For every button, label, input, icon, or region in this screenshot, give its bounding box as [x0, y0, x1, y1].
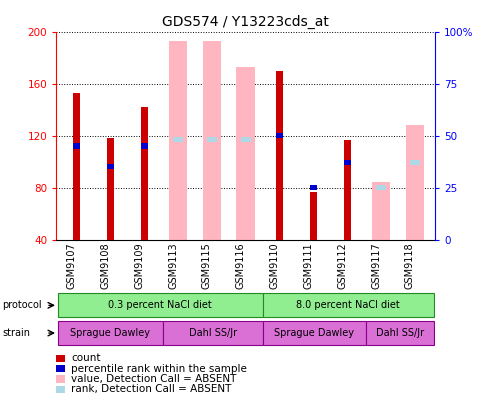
- Text: 0.3 percent NaCl diet: 0.3 percent NaCl diet: [108, 300, 212, 310]
- Text: GSM9107: GSM9107: [66, 242, 77, 289]
- Bar: [309, 192, 316, 240]
- Text: GSM9112: GSM9112: [337, 242, 346, 289]
- Text: strain: strain: [2, 328, 30, 338]
- Text: rank, Detection Call = ABSENT: rank, Detection Call = ABSENT: [71, 384, 231, 394]
- Text: GSM9111: GSM9111: [303, 242, 313, 289]
- Bar: [206, 137, 217, 143]
- Bar: [168, 41, 187, 240]
- Text: Sprague Dawley: Sprague Dawley: [70, 328, 150, 338]
- Text: GSM9113: GSM9113: [168, 242, 178, 289]
- Text: GSM9110: GSM9110: [269, 242, 279, 289]
- Text: percentile rank within the sample: percentile rank within the sample: [71, 364, 246, 374]
- Text: GSM9118: GSM9118: [404, 242, 414, 289]
- Text: value, Detection Call = ABSENT: value, Detection Call = ABSENT: [71, 374, 236, 384]
- Bar: [106, 138, 114, 240]
- Text: GSM9116: GSM9116: [235, 242, 245, 289]
- Text: Dahl SS/Jr: Dahl SS/Jr: [188, 328, 236, 338]
- Text: 8.0 percent NaCl diet: 8.0 percent NaCl diet: [296, 300, 399, 310]
- Bar: [58, 321, 163, 345]
- Bar: [236, 67, 255, 240]
- Bar: [240, 137, 250, 143]
- Text: GSM9109: GSM9109: [134, 242, 144, 289]
- Bar: [173, 137, 183, 143]
- Bar: [58, 293, 262, 318]
- Bar: [202, 41, 221, 240]
- Text: protocol: protocol: [2, 300, 42, 310]
- Bar: [262, 293, 433, 318]
- Bar: [343, 160, 350, 165]
- Bar: [375, 185, 386, 190]
- Text: GSM9108: GSM9108: [100, 242, 110, 289]
- Bar: [73, 93, 80, 240]
- Bar: [365, 321, 433, 345]
- Bar: [163, 321, 262, 345]
- Bar: [106, 164, 114, 169]
- Bar: [262, 321, 365, 345]
- Text: GSM9115: GSM9115: [202, 242, 211, 289]
- Text: Sprague Dawley: Sprague Dawley: [274, 328, 353, 338]
- Bar: [409, 160, 419, 165]
- Text: Dahl SS/Jr: Dahl SS/Jr: [375, 328, 423, 338]
- Bar: [141, 107, 147, 240]
- Text: GSM9117: GSM9117: [370, 242, 380, 289]
- Bar: [141, 143, 147, 148]
- Bar: [275, 70, 283, 240]
- Bar: [275, 133, 283, 138]
- Title: GDS574 / Y13223cds_at: GDS574 / Y13223cds_at: [162, 15, 328, 29]
- Bar: [371, 183, 389, 240]
- Bar: [343, 139, 350, 240]
- Bar: [405, 125, 424, 240]
- Text: count: count: [71, 353, 100, 364]
- Bar: [73, 143, 80, 148]
- Bar: [309, 185, 316, 190]
